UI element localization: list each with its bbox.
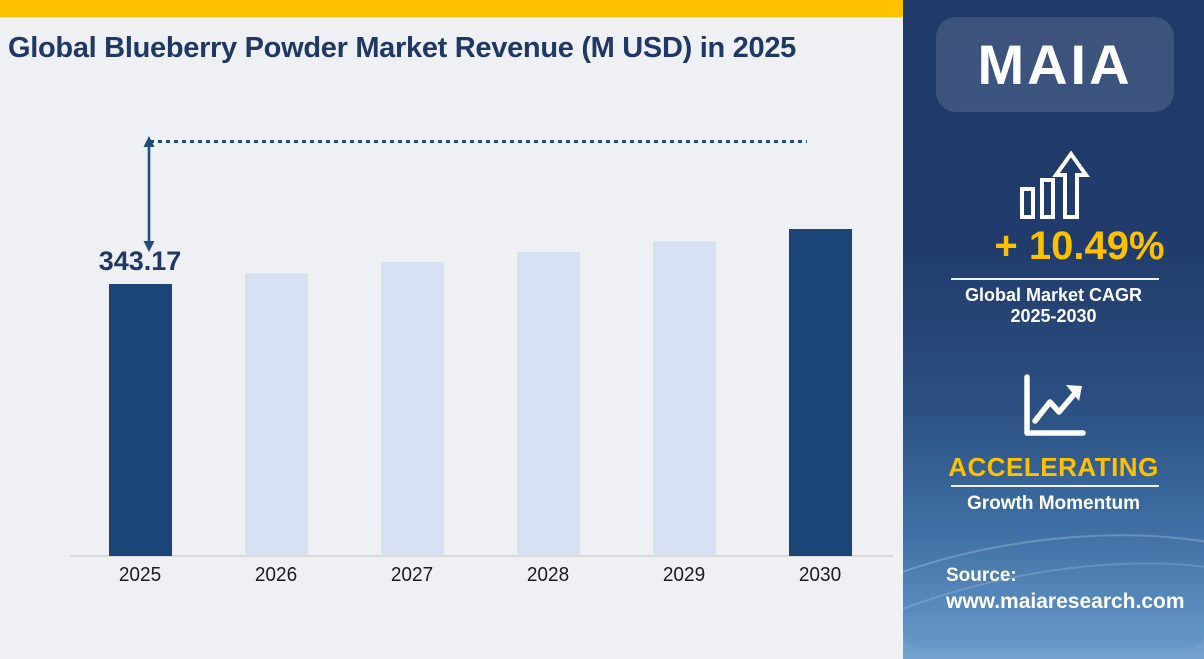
line-chart-arrow-icon — [1023, 374, 1086, 436]
x-axis-label-2029: 2029 — [662, 564, 706, 586]
x-axis-label-2027: 2027 — [390, 564, 434, 586]
top-accent-bar — [0, 0, 903, 17]
x-axis-label-2030: 2030 — [798, 564, 842, 586]
x-axis-label-2028: 2028 — [526, 564, 570, 586]
logo-text: MAIA — [977, 33, 1133, 96]
cagr-value: + 10.49% — [994, 224, 1165, 268]
bar-2027 — [380, 262, 444, 556]
bar-value-label-2025: 343.17 — [98, 246, 182, 276]
sidebar: MAIA + 10.49% Global Market CAGR 2025-20… — [903, 0, 1204, 659]
bar-2028 — [516, 252, 580, 556]
source-url: www.maiaresearch.com — [946, 590, 1185, 613]
x-axis-label-2025: 2025 — [118, 564, 162, 586]
momentum-label: Growth Momentum — [966, 493, 1141, 514]
cagr-label-line2: 2025-2030 — [1010, 306, 1097, 326]
divider-line — [951, 485, 1159, 487]
bar-2026 — [244, 273, 308, 556]
bar-2030 — [788, 229, 852, 556]
bar-2029 — [652, 241, 716, 556]
divider-line — [951, 278, 1159, 280]
logo-badge: MAIA — [936, 17, 1174, 112]
growth-bars-arrow-icon — [1019, 150, 1090, 219]
cagr-label-line1: Global Market CAGR — [964, 285, 1143, 305]
sidebar-panel: MAIA + 10.49% Global Market CAGR 2025-20… — [903, 0, 1204, 648]
bar-2025 — [108, 284, 172, 556]
bar-plot: 2025 2026 2027 2028 2029 2030 — [70, 229, 893, 586]
x-axis-label-2026: 2026 — [254, 564, 298, 586]
x-axis-line — [70, 555, 893, 557]
measure-arrow-icon — [143, 136, 155, 252]
source-label: Source: — [946, 565, 1017, 586]
dotted-guide-line — [150, 140, 807, 143]
momentum-value: ACCELERATING — [948, 452, 1159, 482]
chart-title: Global Blueberry Powder Market Revenue (… — [8, 32, 796, 64]
